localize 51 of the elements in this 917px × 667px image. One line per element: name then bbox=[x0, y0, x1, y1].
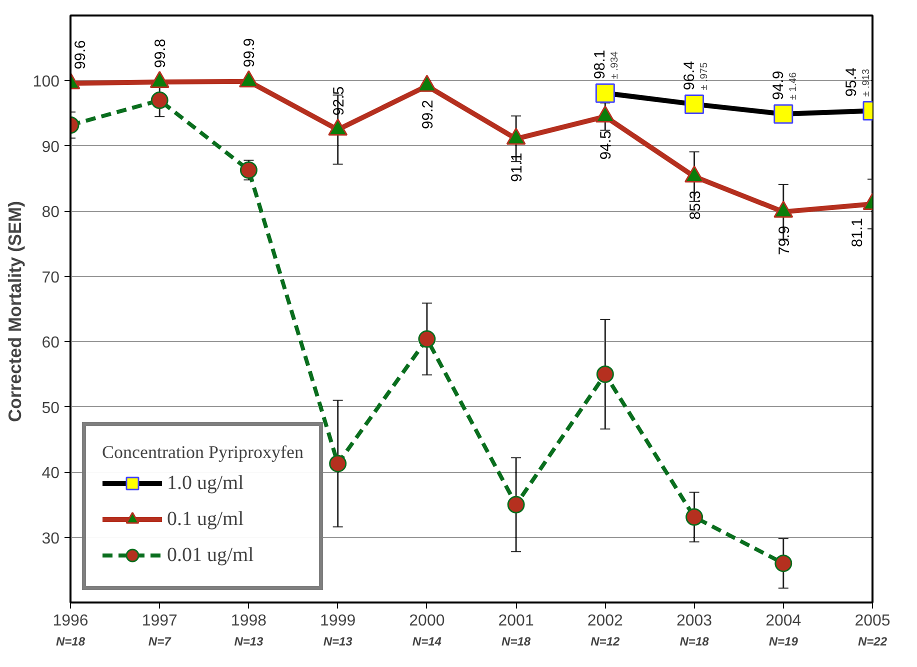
x-tick-label: 2001 bbox=[498, 612, 534, 630]
text: N=22 bbox=[858, 634, 888, 648]
data-label: 99.6 bbox=[72, 40, 89, 70]
data-label: 79.9 bbox=[776, 226, 793, 256]
text: N=18 bbox=[502, 634, 531, 648]
data-label: 96.4 bbox=[680, 61, 698, 90]
data-label: 85.3 bbox=[686, 190, 704, 220]
legend-label: 0.01 ug/ml bbox=[167, 544, 254, 566]
text: N=19 bbox=[768, 634, 798, 648]
text: N=18 bbox=[680, 634, 710, 648]
y-tick-label: 70 bbox=[42, 269, 60, 286]
x-tick-label: 2003 bbox=[676, 612, 712, 630]
text: N=18 bbox=[56, 634, 86, 648]
y-tick-label: 100 bbox=[32, 74, 60, 91]
y-tick-label: 80 bbox=[42, 204, 60, 222]
text: N=13 bbox=[323, 634, 353, 648]
data-label: 81.1 bbox=[849, 218, 866, 248]
data-label: 91.1 bbox=[508, 152, 526, 182]
legend-label: 0.1 ug/ml bbox=[167, 508, 244, 530]
x-tick-label: 2000 bbox=[409, 612, 445, 630]
legend-title: Concentration Pyriproxyfen bbox=[102, 442, 304, 463]
text: N=13 bbox=[234, 634, 264, 648]
y-tick-label: 60 bbox=[42, 334, 60, 352]
x-tick-label: 1997 bbox=[142, 612, 178, 630]
annotation: ± .913 bbox=[861, 68, 872, 97]
x-tick-label: 2002 bbox=[587, 612, 624, 630]
data-label: 95.4 bbox=[843, 68, 860, 97]
legend-label: 1.0 ug/ml bbox=[167, 472, 244, 494]
x-tick-label: 2005 bbox=[854, 612, 890, 630]
data-label: 98.1 bbox=[592, 50, 609, 80]
y-axis-title: Corrected Mortality (SEM) bbox=[4, 200, 25, 422]
data-label: 99.9 bbox=[241, 38, 258, 68]
x-tick-label: 1996 bbox=[52, 612, 88, 630]
data-label: 94.9 bbox=[770, 70, 787, 100]
annotation: ± .975 bbox=[698, 62, 710, 90]
y-tick-label: 50 bbox=[42, 400, 60, 417]
annotation: ± 1.46 bbox=[788, 72, 799, 100]
y-tick-label: 30 bbox=[42, 530, 60, 548]
y-tick-label: 90 bbox=[42, 138, 60, 156]
text: N=12 bbox=[590, 634, 620, 648]
text: N=14 bbox=[412, 634, 442, 648]
x-tick-label: 1999 bbox=[320, 612, 356, 630]
y-tick-label: 40 bbox=[42, 465, 60, 482]
x-tick-label: 1998 bbox=[230, 612, 267, 630]
x-tick-label: 2004 bbox=[766, 612, 802, 630]
data-label: 92.5 bbox=[330, 86, 348, 116]
data-label: 99.8 bbox=[152, 38, 170, 68]
text: N=7 bbox=[148, 634, 172, 648]
annotation: ± .934 bbox=[610, 50, 621, 80]
data-label: 99.2 bbox=[419, 100, 436, 130]
data-label: 94.5 bbox=[598, 130, 615, 160]
